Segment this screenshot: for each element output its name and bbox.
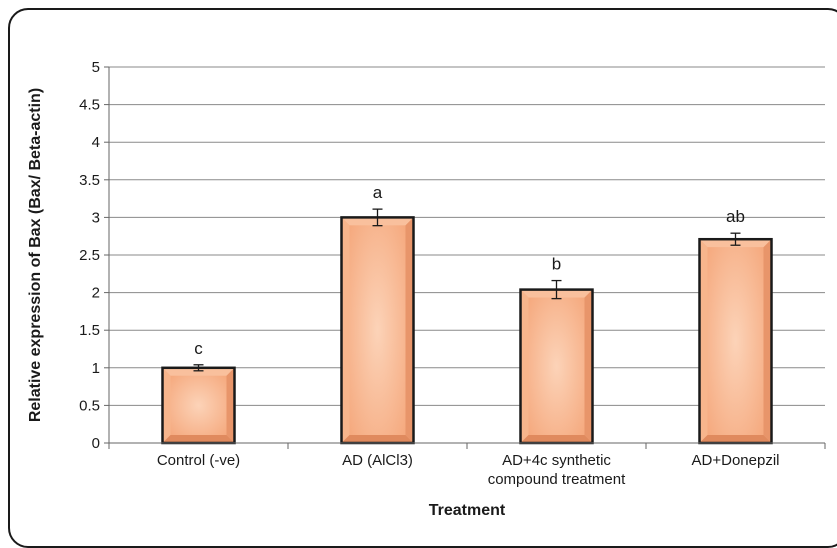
bar-bevel: [405, 217, 414, 443]
y-tick-label: 2.5: [79, 247, 100, 264]
bar-bevel: [162, 435, 235, 443]
y-tick-label: 4.5: [79, 97, 100, 114]
x-tick-label: AD+Donepzil: [692, 452, 780, 469]
bar: [161, 366, 236, 445]
y-tick-label: 3.5: [79, 172, 100, 189]
bar-face: [528, 297, 585, 435]
error-bar: [551, 279, 562, 300]
y-tick-label: 0.5: [79, 397, 100, 414]
x-tick-label: AD+4c synthetic compound treatment: [488, 452, 626, 488]
bar-bevel: [162, 367, 235, 376]
y-tick-label: 4: [92, 134, 100, 151]
bar-bevel: [341, 217, 350, 443]
y-tick-labels: 0 0.5 1 1.5 2 2.5 3 3.5 4 4.5 5: [79, 59, 100, 452]
bar: [519, 288, 594, 445]
bar-bevel: [162, 367, 171, 443]
x-tick-label: Control (-ve): [157, 452, 240, 469]
y-axis-title: Relative expression of Bax (Bax/ Beta-ac…: [27, 88, 44, 422]
error-bar: [372, 208, 383, 227]
error-bar: [193, 364, 204, 372]
error-bar: [730, 232, 741, 246]
bar-bevel: [520, 289, 529, 443]
bar-bevel: [699, 239, 708, 443]
y-tick-label: 5: [92, 59, 100, 76]
bar-bevel: [341, 435, 414, 443]
bar-face: [349, 225, 406, 435]
y-tick-label: 3: [92, 209, 100, 226]
bar-face: [707, 247, 764, 435]
bar-bevel: [763, 239, 772, 443]
significance-letter: ab: [726, 207, 745, 226]
x-tick-label: AD (AlCl3): [342, 452, 413, 469]
bar-bevel: [584, 289, 593, 443]
significance-letter: b: [552, 255, 561, 274]
x-axis-title: Treatment: [429, 502, 506, 519]
y-tick-label: 0: [92, 435, 100, 452]
bar: [340, 216, 415, 445]
significance-letter: a: [373, 183, 383, 202]
y-tick-label: 2: [92, 285, 100, 302]
x-tick-labels: Control (-ve) AD (AlCl3) AD+4c synthetic co…: [157, 452, 780, 488]
significance-letter: c: [194, 339, 203, 358]
y-tick-label: 1.5: [79, 322, 100, 339]
bar-bevel: [520, 435, 593, 443]
bar: [698, 237, 773, 445]
bar-bevel: [699, 435, 772, 443]
y-tick-label: 1: [92, 360, 100, 377]
bar-bevel: [226, 367, 235, 443]
axes: [104, 66, 826, 449]
bar-face: [170, 375, 227, 435]
